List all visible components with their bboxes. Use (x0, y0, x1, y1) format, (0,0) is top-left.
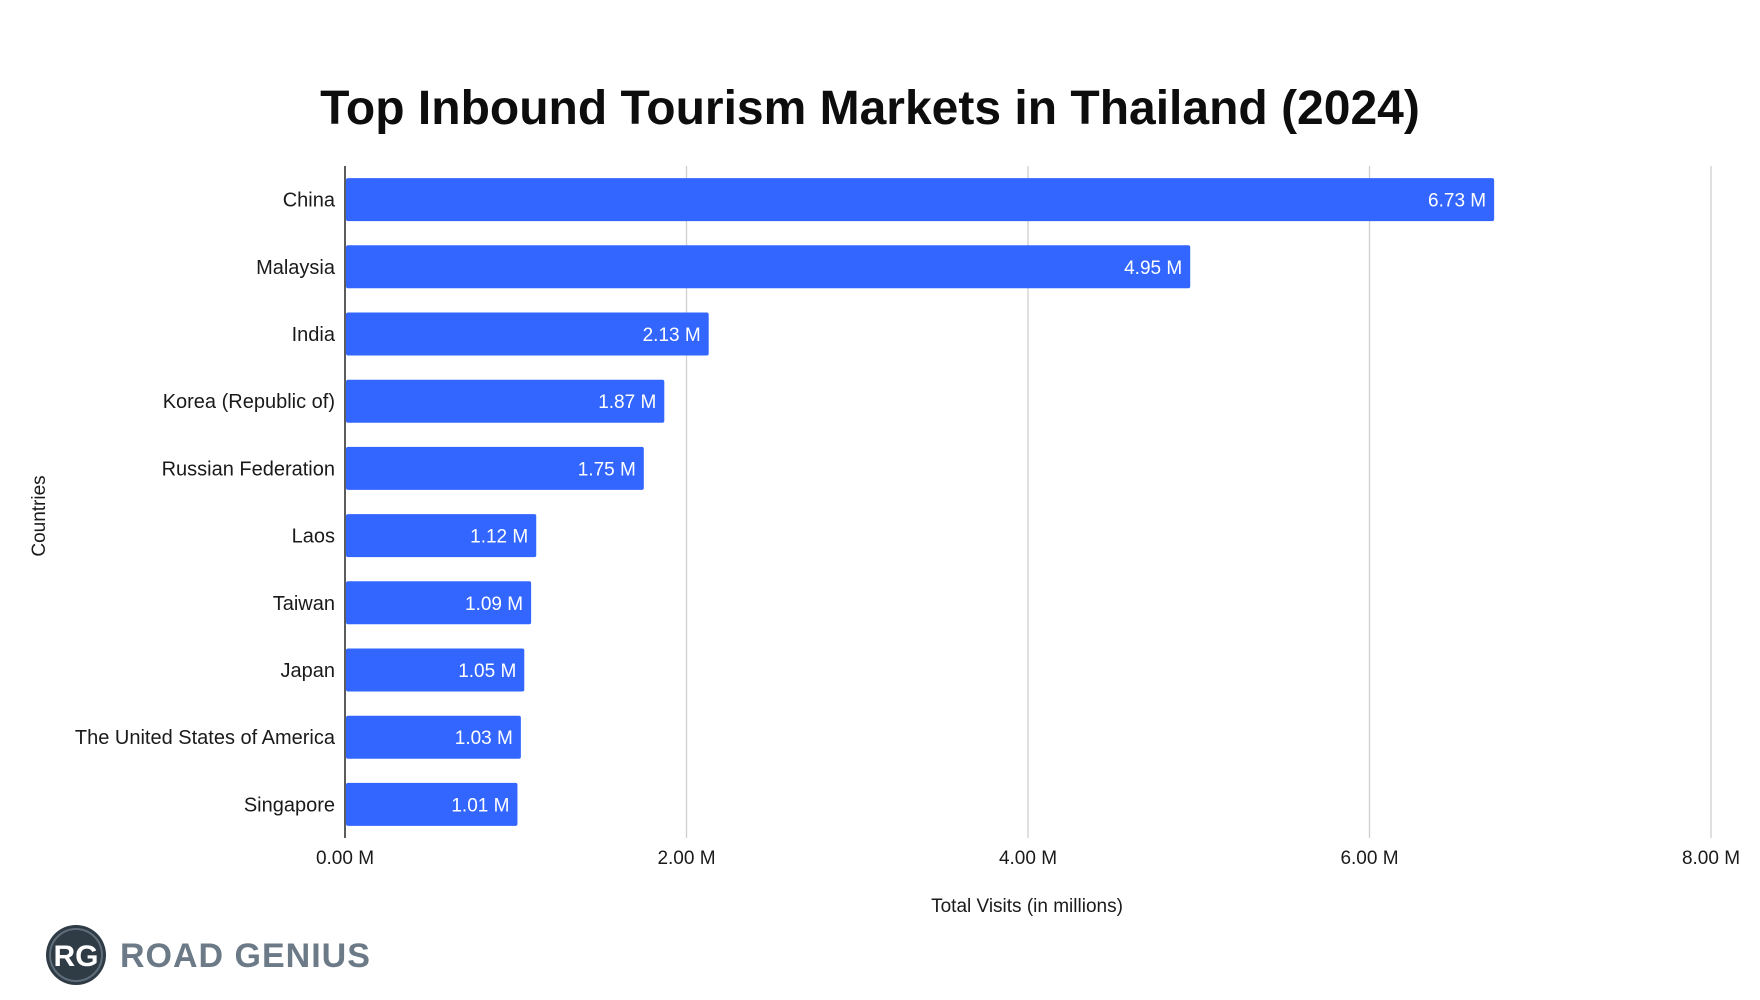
bar (346, 581, 532, 625)
bar (346, 245, 1191, 289)
bar-value-label: 1.05 M (458, 661, 516, 682)
bar (346, 379, 665, 423)
bar-value-label: 1.01 M (451, 795, 509, 816)
x-tick-labels: 0.00 M 2.00 M 4.00 M 6.00 M 8.00 M (316, 848, 1740, 869)
bar (346, 648, 525, 692)
logo-text: ROAD GENIUS (120, 937, 371, 975)
category-label: Laos (292, 526, 335, 548)
bar-value-label: 1.87 M (598, 392, 656, 413)
x-tick-label: 6.00 M (1340, 848, 1398, 869)
brand-logo: RG ROAD GENIUS (46, 925, 371, 985)
category-label: China (283, 190, 336, 212)
x-axis-title: Total Visits (in millions) (931, 896, 1123, 917)
bar (346, 312, 709, 356)
bar-value-label: 1.09 M (465, 594, 523, 615)
x-tick-label: 0.00 M (316, 848, 374, 869)
category-label: Malaysia (256, 257, 336, 279)
logo-mark: RG (54, 940, 99, 973)
category-labels: China Malaysia India Korea (Republic of) Rus… (75, 190, 336, 817)
category-label: The United States of America (75, 727, 336, 749)
x-tick-label: 4.00 M (999, 848, 1057, 869)
category-label: Korea (Republic of) (163, 391, 335, 413)
category-label: Japan (281, 660, 336, 682)
bar-value-label: 6.73 M (1428, 191, 1486, 212)
category-label: Russian Federation (162, 458, 335, 480)
bars: 6.73 M 4.95 M 2.13 M 1.87 M 1.75 M 1.12 M 1.09… (346, 178, 1495, 826)
logo-badge (46, 925, 106, 985)
chart-title: Top Inbound Tourism Markets in Thailand … (320, 82, 1420, 135)
bar (346, 782, 518, 826)
category-label: Singapore (244, 794, 335, 816)
bar-value-label: 1.12 M (470, 527, 528, 548)
bar-value-label: 1.03 M (455, 728, 513, 749)
x-tick-label: 8.00 M (1682, 848, 1740, 869)
category-label: Taiwan (273, 593, 335, 615)
category-label: India (292, 324, 336, 346)
bar (346, 715, 521, 759)
bar-value-label: 2.13 M (643, 325, 701, 346)
bar-value-label: 1.75 M (578, 459, 636, 480)
bar (346, 514, 537, 558)
bar-value-label: 4.95 M (1124, 258, 1182, 279)
bar (346, 178, 1495, 222)
x-tick-label: 2.00 M (657, 848, 715, 869)
bar (346, 446, 644, 490)
logo-badge-ring (49, 928, 103, 982)
y-axis-title: Countries (29, 475, 50, 556)
